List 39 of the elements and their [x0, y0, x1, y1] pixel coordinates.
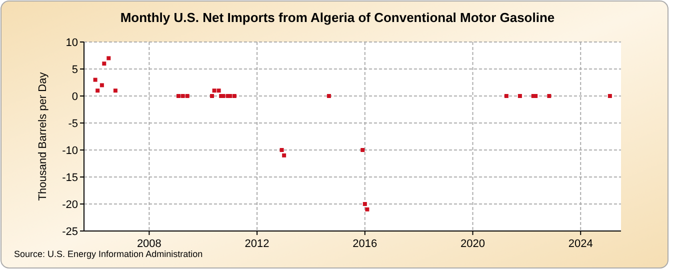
chart-title: Monthly U.S. Net Imports from Algeria of Conventional Motor Gasoline [120, 10, 555, 25]
y-axis-title: Thousand Barrels per Day [37, 72, 49, 201]
x-tick-label: 2016 [352, 238, 378, 250]
point [106, 56, 111, 60]
y-tick-label: 5 [72, 64, 78, 76]
y-tick-label: -10 [62, 144, 78, 157]
point [185, 94, 190, 98]
x-tick-label: 2008 [136, 238, 162, 250]
y-tick-label: -20 [62, 198, 78, 211]
point [180, 94, 185, 98]
point [113, 88, 118, 93]
y-tick-label: 10 [66, 36, 78, 49]
point [547, 94, 552, 98]
point [100, 83, 104, 88]
point [362, 202, 367, 206]
point [232, 94, 236, 98]
y-tick-label: -25 [62, 226, 78, 238]
point [504, 94, 508, 98]
point [518, 94, 522, 98]
point [96, 88, 100, 93]
point [102, 62, 106, 66]
point [176, 94, 180, 98]
y-tick-label: -5 [68, 118, 78, 130]
point [360, 148, 365, 152]
source-note: Source: U.S. Energy Information Administration [14, 249, 203, 259]
point [282, 153, 286, 158]
x-tick-label: 2024 [568, 238, 593, 250]
point [365, 207, 370, 212]
y-tick-label: 0 [72, 90, 78, 103]
point [212, 88, 216, 93]
point [326, 94, 331, 98]
point [210, 94, 214, 98]
point [280, 148, 284, 152]
point [608, 94, 612, 98]
x-tick-label: 2020 [460, 238, 485, 250]
x-tick-label: 2012 [244, 238, 270, 250]
point [216, 88, 221, 93]
point [93, 78, 98, 82]
y-tick-label: -15 [62, 172, 78, 184]
